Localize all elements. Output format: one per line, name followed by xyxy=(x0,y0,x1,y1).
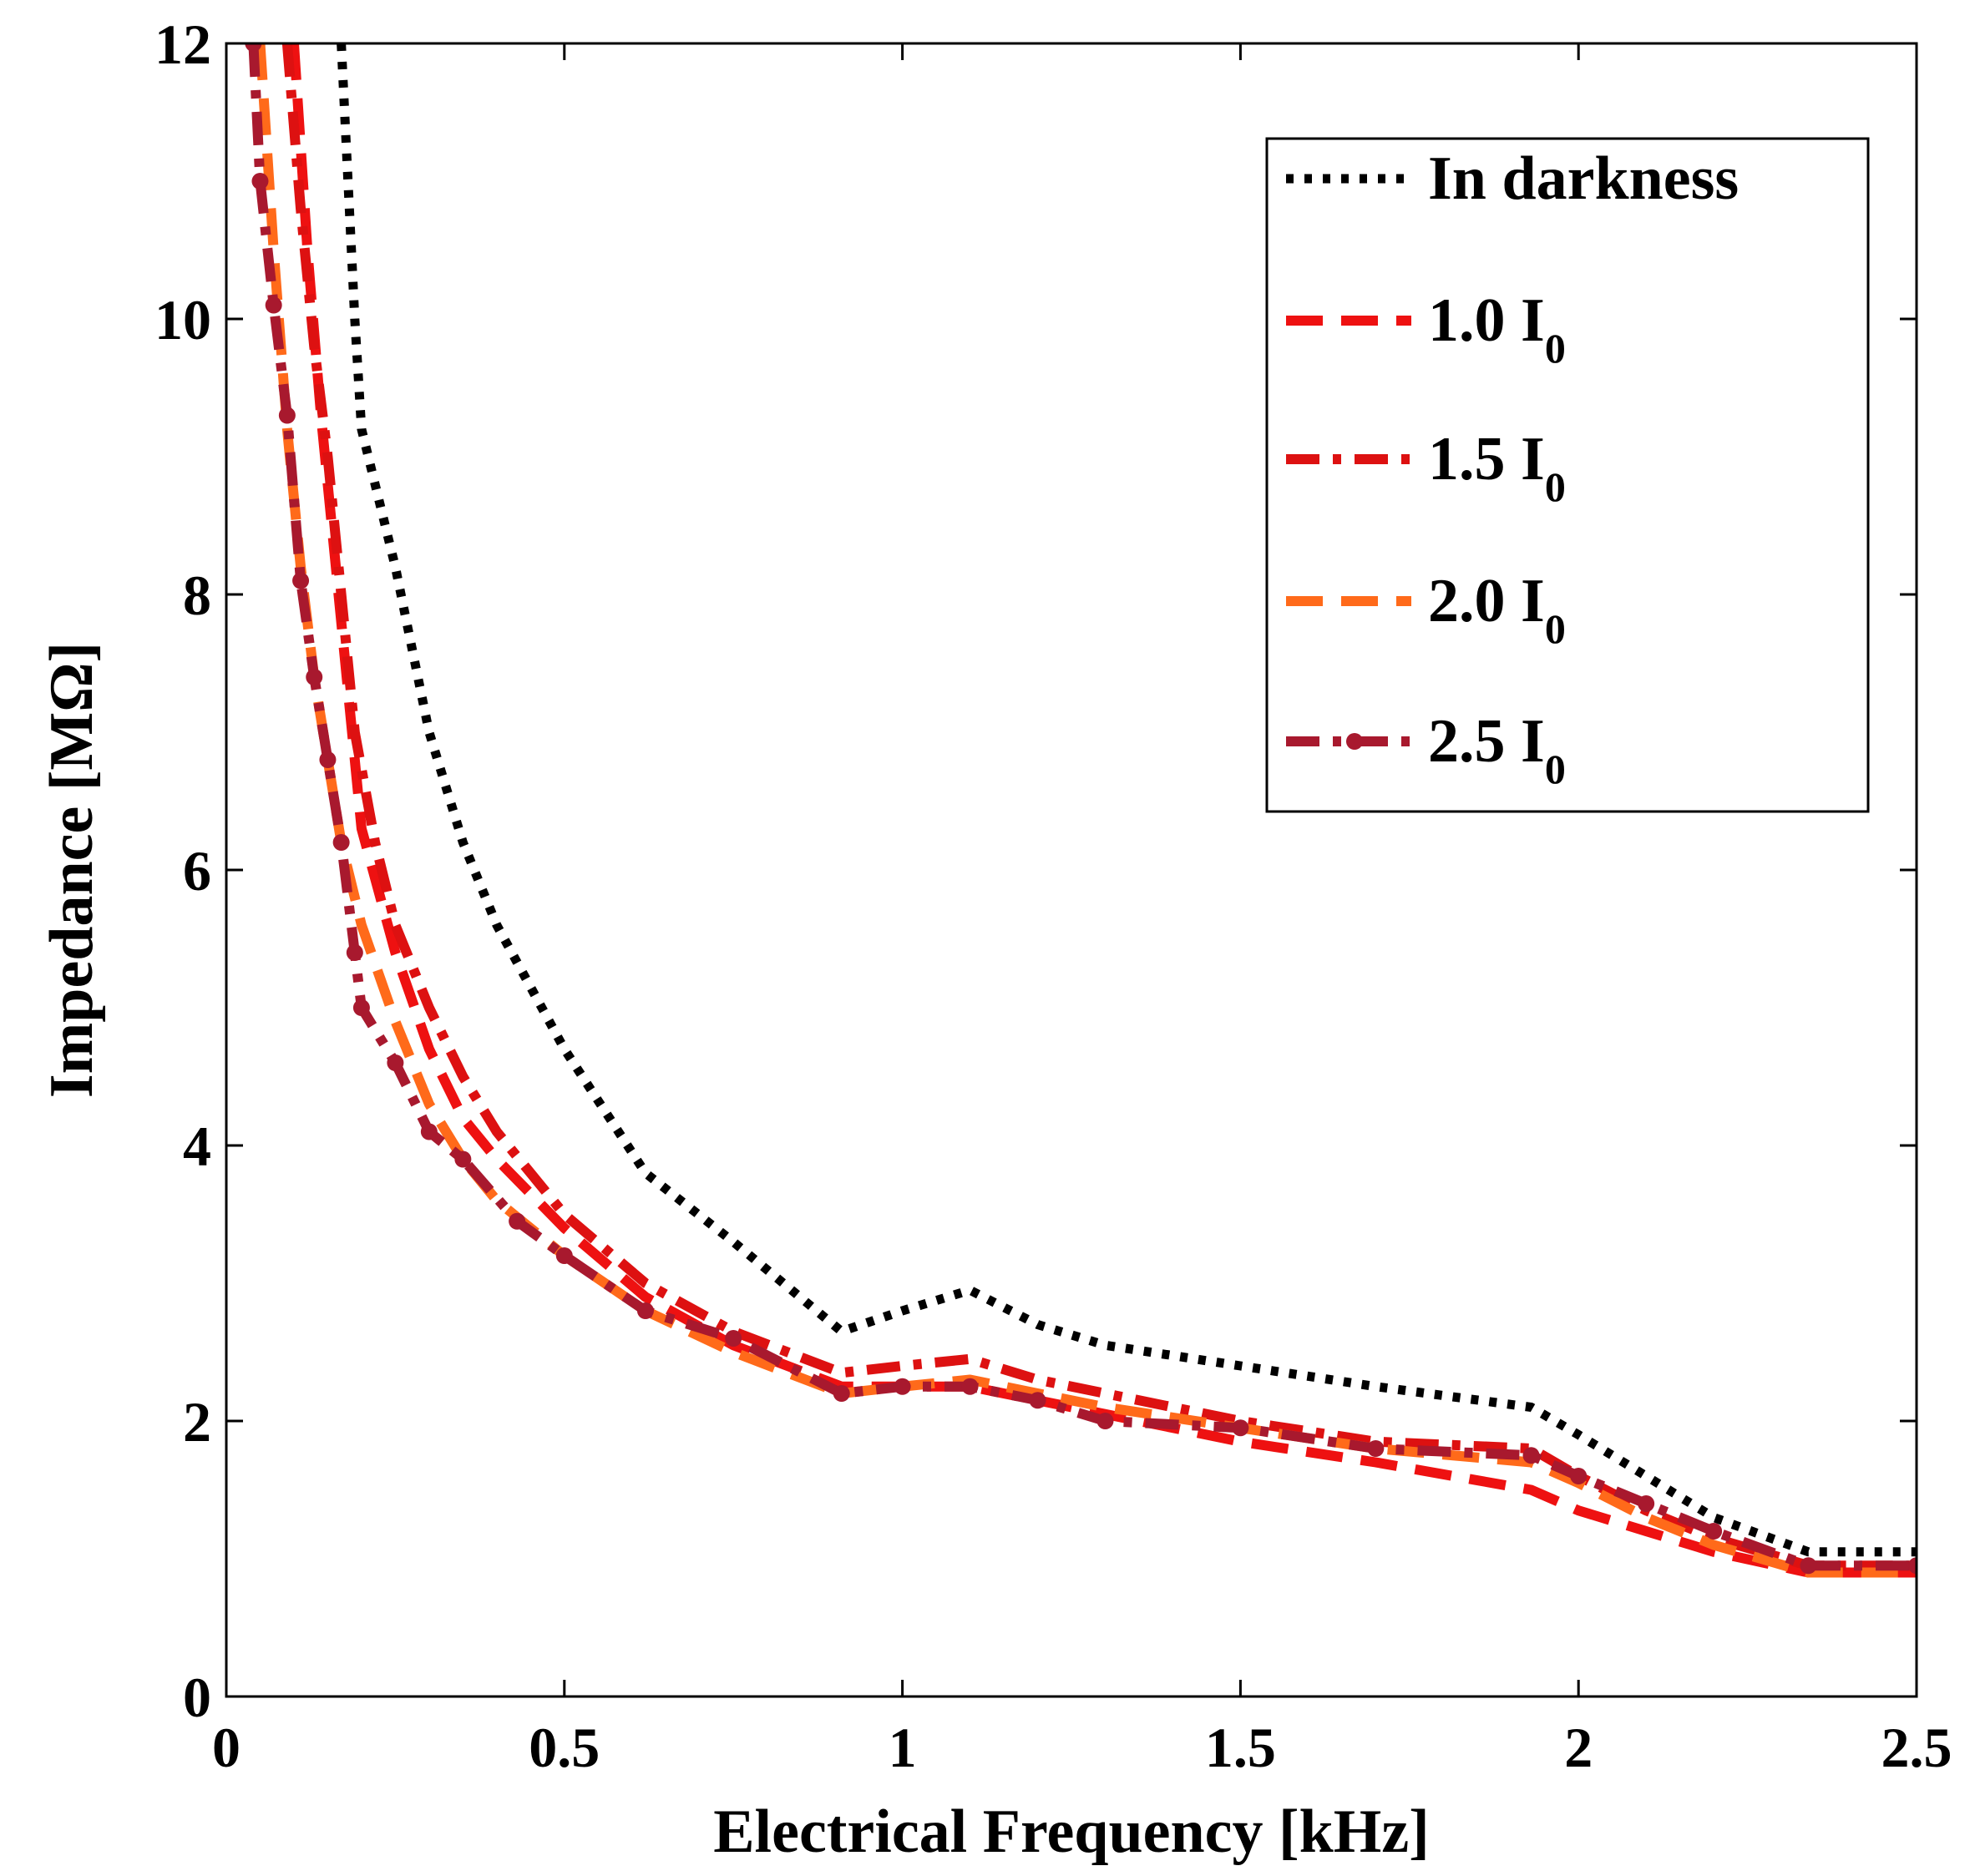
series-marker-2-5-i0 xyxy=(1800,1557,1817,1575)
legend-label-main: In darkness xyxy=(1428,144,1739,213)
series-marker-2-5-i0 xyxy=(1638,1495,1655,1512)
series-marker-2-5-i0 xyxy=(894,1378,911,1395)
series-marker-2-5-i0 xyxy=(251,173,269,190)
y-tick-label: 10 xyxy=(154,288,211,351)
legend-box xyxy=(1265,137,1870,813)
series-marker-2-5-i0 xyxy=(1908,1557,1917,1575)
y-axis-label: Impedance [MΩ] xyxy=(38,642,106,1098)
series-marker-2-5-i0 xyxy=(306,669,323,685)
series-marker-2-5-i0 xyxy=(725,1330,742,1347)
y-tick-label: 8 xyxy=(183,564,211,627)
series-marker-2-5-i0 xyxy=(1232,1419,1249,1437)
series-marker-2-5-i0 xyxy=(319,751,337,768)
series-marker-2-5-i0 xyxy=(961,1378,979,1395)
series-marker-2-5-i0 xyxy=(346,944,363,961)
ticks-layer: 0 0.5 1 1.5 2 2.5 0 2 4 6 8 10 12 xyxy=(154,13,1952,1779)
series-line-in-darkness xyxy=(337,43,1917,1557)
legend-label-subscript: 0 xyxy=(1545,463,1566,510)
x-tick-label: 0.5 xyxy=(529,1716,600,1779)
x-tick-label: 0 xyxy=(212,1716,241,1779)
series-line-1-0-i0 xyxy=(288,43,1917,1578)
series-marker-2-5-i0 xyxy=(1029,1392,1046,1409)
series-marker-2-5-i0 xyxy=(636,1302,654,1319)
legend-label-main: 1.5 I xyxy=(1428,425,1545,493)
y-tick-label: 2 xyxy=(183,1390,211,1454)
series-marker-2-5-i0 xyxy=(1096,1413,1114,1429)
y-tick-label: 4 xyxy=(183,1115,211,1178)
x-tick-label: 1.5 xyxy=(1205,1716,1276,1779)
series-marker-2-5-i0 xyxy=(245,43,262,52)
legend-label-subscript: 0 xyxy=(1545,746,1566,792)
legend-label-1-5-i0: 1.5 I0 xyxy=(1428,425,1566,510)
x-tick-label: 1 xyxy=(889,1716,917,1779)
series-marker-2-5-i0 xyxy=(387,1054,404,1071)
series-marker-2-5-i0 xyxy=(265,296,282,314)
legend-label-main: 2.5 I xyxy=(1428,707,1545,776)
x-tick-label: 2 xyxy=(1564,1716,1593,1779)
legend-label-2-0-i0: 2.0 I0 xyxy=(1428,567,1566,652)
series-marker-2-5-i0 xyxy=(278,407,296,424)
legend-label-2-5-i0: 2.5 I0 xyxy=(1428,707,1566,792)
series-marker-2-5-i0 xyxy=(1367,1440,1385,1457)
x-axis-label: Electrical Frequency [kHz] xyxy=(713,1798,1430,1866)
series-marker-2-5-i0 xyxy=(833,1385,850,1402)
series-marker-2-5-i0 xyxy=(332,834,350,851)
legend-label-subscript: 0 xyxy=(1545,605,1566,652)
y-tick-label: 6 xyxy=(183,839,211,903)
series-marker-2-5-i0 xyxy=(292,572,310,589)
x-tick-label: 2.5 xyxy=(1881,1716,1952,1779)
series-line-2-5-i0 xyxy=(248,43,1917,1571)
series-marker-2-5-i0 xyxy=(555,1247,573,1264)
legend-label-in-darkness: In darkness xyxy=(1428,144,1739,213)
series-marker-2-5-i0 xyxy=(1522,1447,1540,1464)
series-layer xyxy=(245,43,1917,1578)
series-marker-2-5-i0 xyxy=(1570,1468,1588,1484)
legend-label-main: 1.0 I xyxy=(1428,286,1545,355)
y-tick-label: 0 xyxy=(183,1666,211,1729)
legend-marker-2-5-i0 xyxy=(1346,733,1363,750)
series-line-2-0-i0 xyxy=(255,43,1917,1578)
legend-label-1-0-i0: 1.0 I0 xyxy=(1428,286,1566,372)
y-tick-label: 12 xyxy=(154,13,211,76)
series-marker-2-5-i0 xyxy=(454,1150,472,1168)
series-marker-2-5-i0 xyxy=(509,1212,526,1230)
series-marker-2-5-i0 xyxy=(1705,1523,1723,1540)
legend-label-subscript: 0 xyxy=(1545,325,1566,372)
legend-label-main: 2.0 I xyxy=(1428,567,1545,635)
series-marker-2-5-i0 xyxy=(352,999,370,1016)
series-marker-2-5-i0 xyxy=(420,1123,438,1140)
